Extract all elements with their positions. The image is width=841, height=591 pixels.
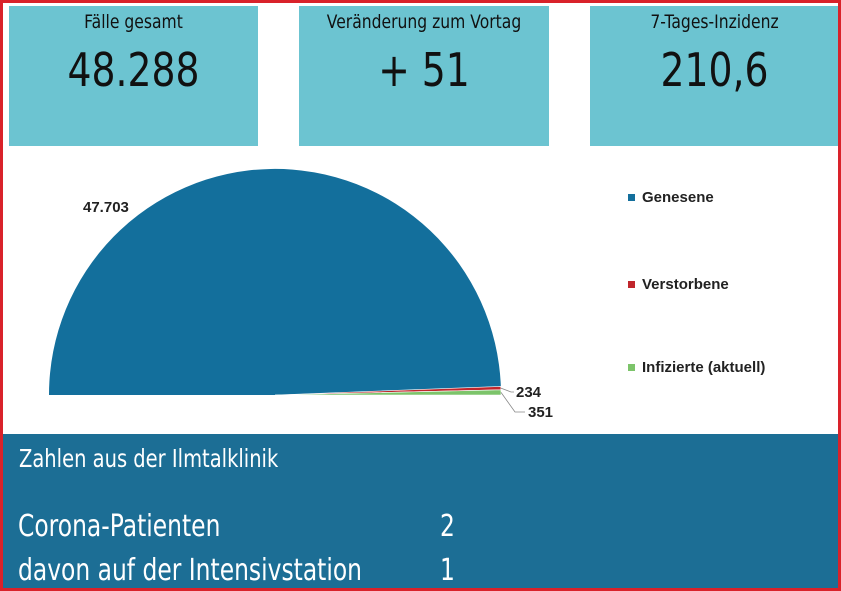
stat-value-daily-change: + 51 (378, 43, 470, 97)
clinic-row-intensive-care: davon auf der Intensivstation 1 (3, 553, 838, 588)
clinic-panel: Zahlen aus der Ilmtalklinik Corona-Patie… (3, 434, 838, 588)
stat-value-7-day-incidence: 210,6 (660, 43, 769, 97)
stat-label-7-day-incidence: 7-Tages-Inzidenz (650, 11, 779, 33)
stat-card-daily-change: Veränderung zum Vortag + 51 (299, 6, 549, 146)
pie-data-label-1: 47.703 (83, 199, 129, 216)
legend-item-3: Infizierte (aktuell) (628, 359, 765, 376)
stat-label-total-cases: Fälle gesamt (84, 11, 183, 33)
legend-label: Verstorbene (642, 276, 729, 293)
legend-label: Genesene (642, 189, 714, 206)
stat-label-daily-change: Veränderung zum Vortag (326, 11, 522, 33)
pie-leader-line-2 (500, 387, 514, 393)
pie-chart-svg: 47.703 234 351 (48, 168, 553, 421)
legend-swatch (628, 194, 635, 201)
half-pie-chart: 47.703 234 351 Genesene Verstorbene Infizier… (3, 146, 838, 434)
pie-leader-line-3 (500, 392, 525, 413)
clinic-row-label: davon auf der Intensivstation (18, 553, 362, 588)
pie-slice-1 (48, 168, 501, 395)
stat-card-7-day-incidence: 7-Tages-Inzidenz 210,6 (590, 6, 838, 146)
stat-card-total-cases: Fälle gesamt 48.288 (9, 6, 258, 146)
legend-label: Infizierte (aktuell) (642, 359, 766, 376)
chart-legend: Genesene Verstorbene Infizierte (aktuell) (628, 146, 838, 426)
legend-item-1: Genesene (628, 189, 714, 206)
clinic-row-value: 1 (440, 553, 455, 588)
legend-item-2: Verstorbene (628, 276, 729, 293)
clinic-row-label: Corona-Patienten (18, 509, 221, 544)
legend-swatch (628, 364, 635, 371)
pie-data-label-3: 351 (528, 404, 553, 421)
clinic-title: Zahlen aus der Ilmtalklinik (19, 444, 279, 473)
clinic-row-corona-patients: Corona-Patienten 2 (3, 509, 838, 549)
clinic-row-value: 2 (440, 509, 455, 544)
pie-data-label-2: 234 (516, 384, 542, 401)
stat-value-total-cases: 48.288 (67, 43, 200, 97)
legend-swatch (628, 281, 635, 288)
